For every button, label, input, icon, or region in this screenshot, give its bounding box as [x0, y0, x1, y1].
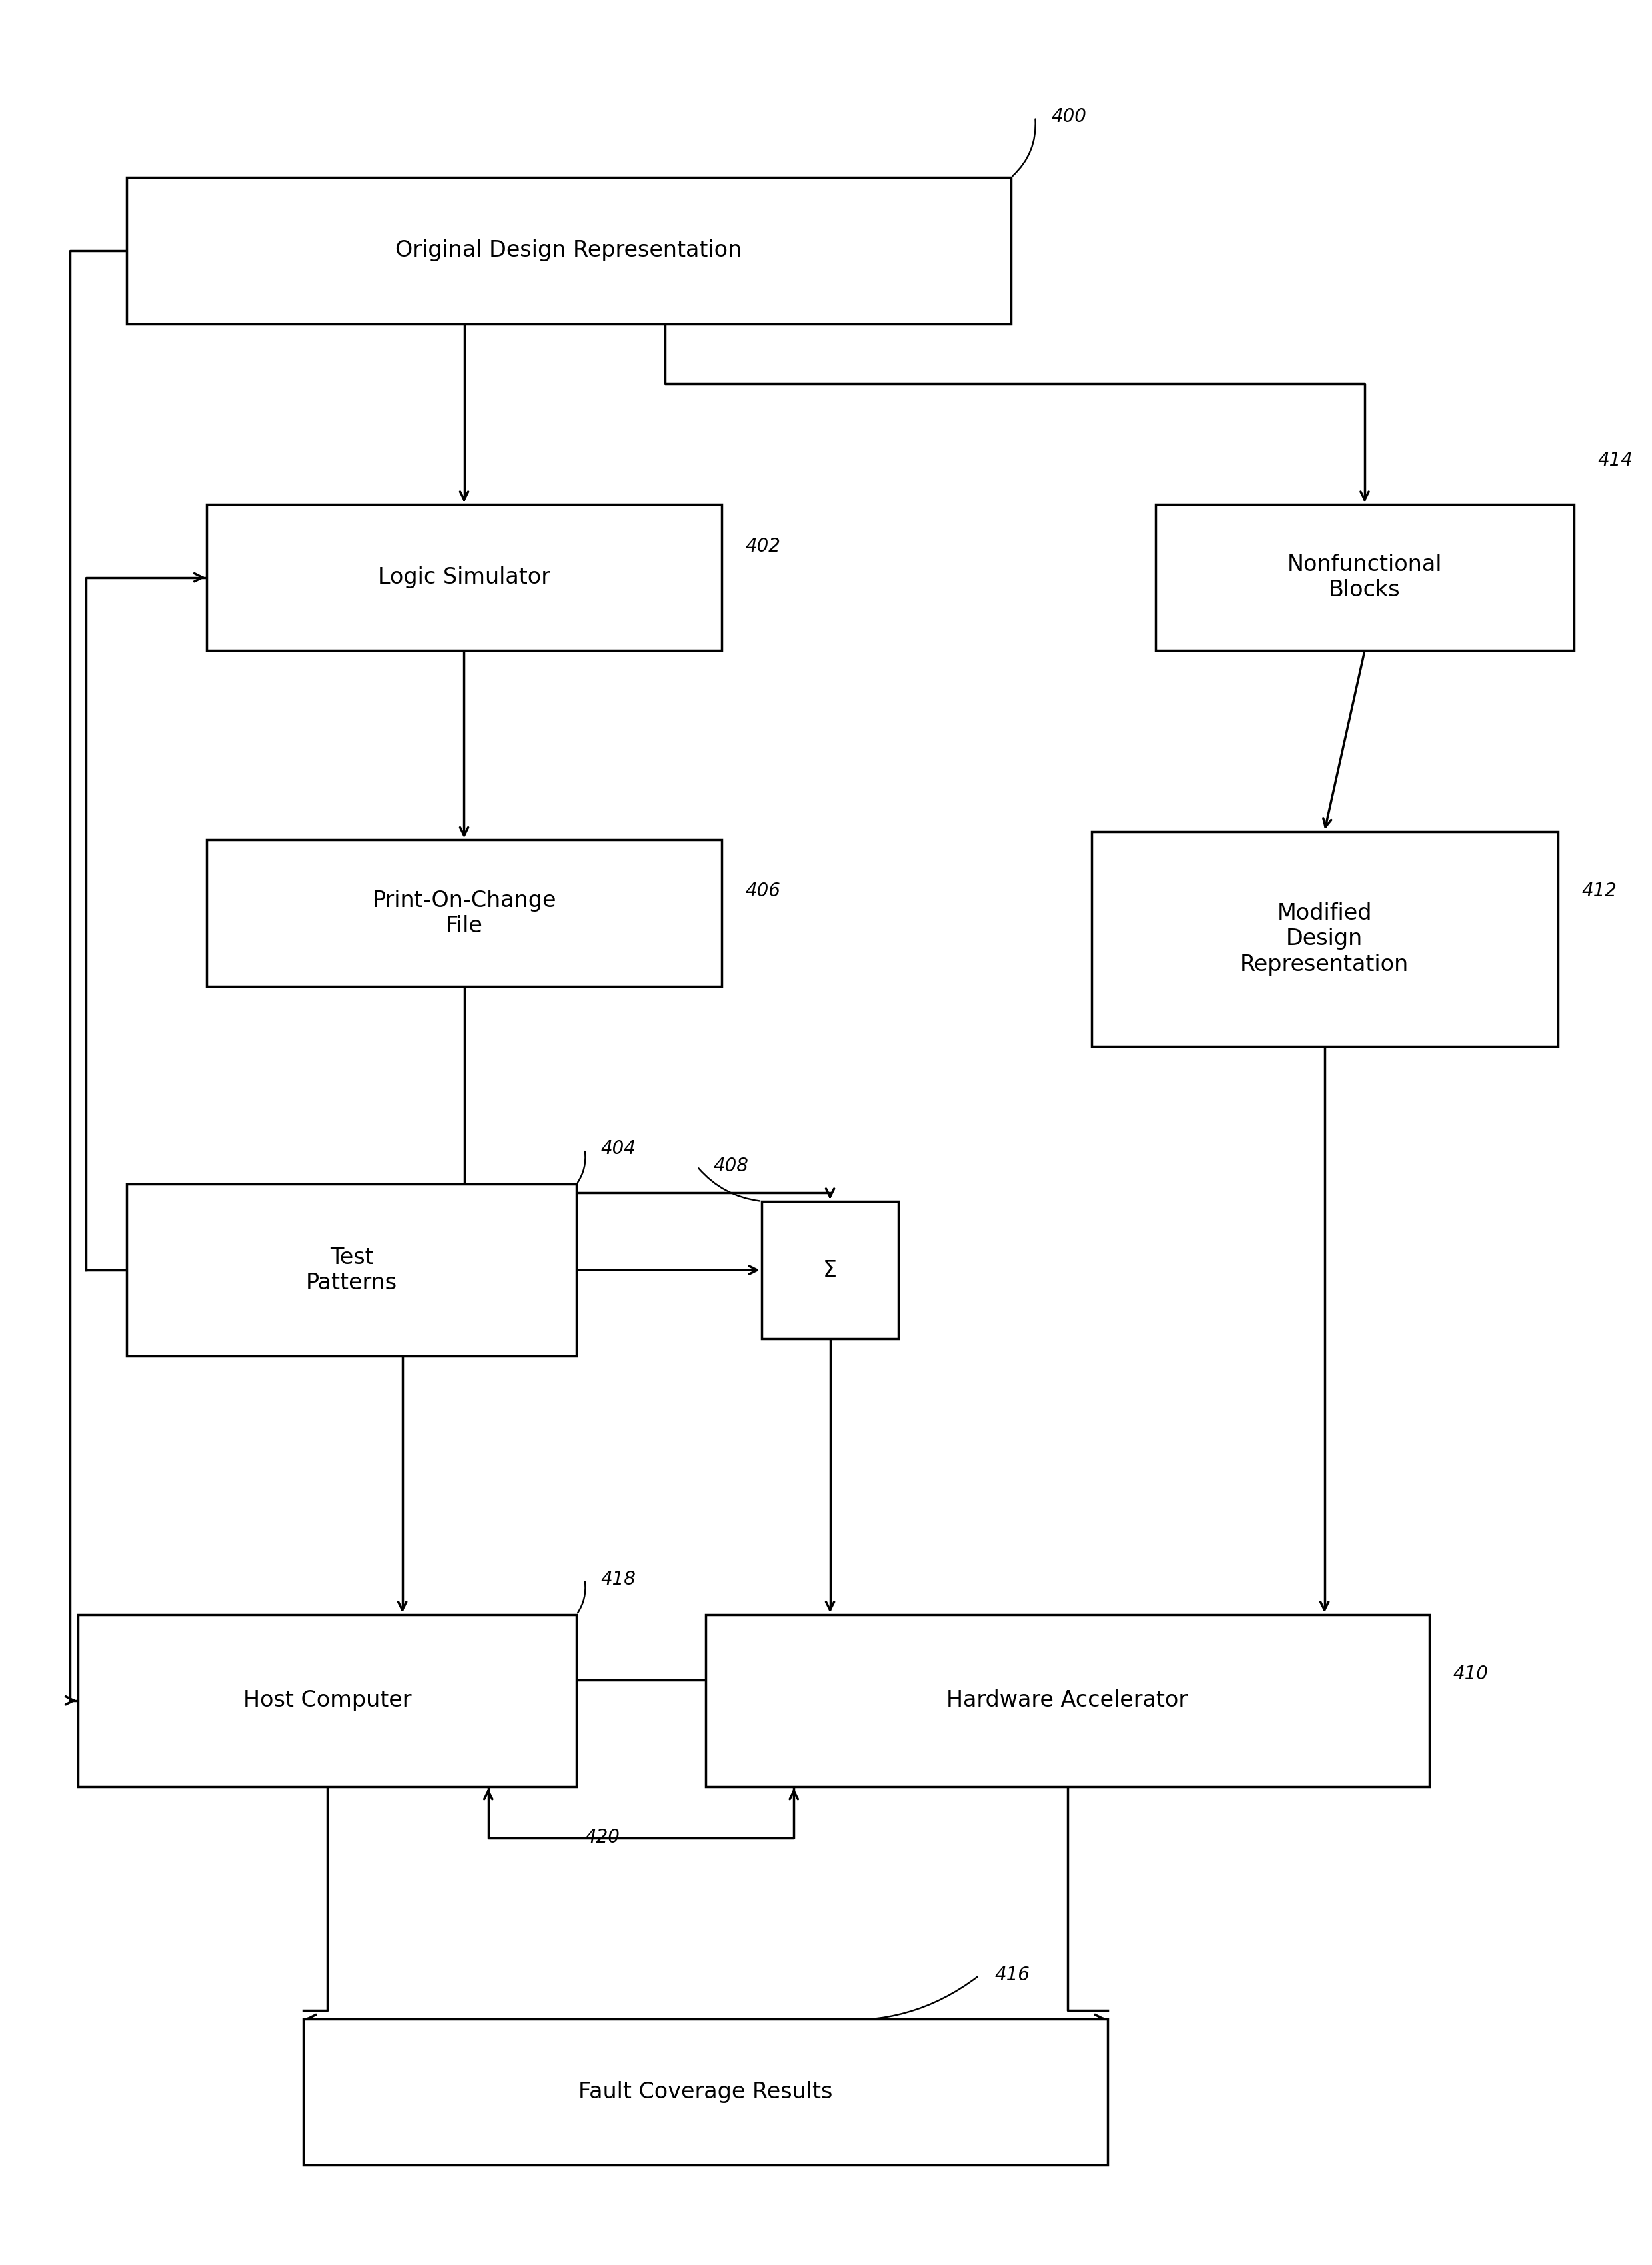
Text: 418: 418 [601, 1570, 636, 1588]
Text: 420: 420 [585, 1828, 620, 1846]
Bar [78, 1615, 577, 1787]
Bar [304, 2018, 1107, 2165]
Text: 416: 416 [995, 1966, 1031, 1984]
Text: 410: 410 [1454, 1665, 1488, 1683]
Text: Modified
Design
Representation: Modified Design Representation [1241, 901, 1409, 976]
Text: 408: 408 [714, 1157, 748, 1176]
Text: Σ: Σ [823, 1259, 838, 1282]
Text: 400: 400 [1051, 106, 1087, 127]
Text: 402: 402 [745, 537, 781, 555]
Bar [206, 840, 722, 985]
Bar [127, 1185, 577, 1357]
Bar [206, 505, 722, 650]
Text: Test
Patterns: Test Patterns [306, 1246, 396, 1293]
Text: Original Design Representation: Original Design Representation [395, 240, 742, 260]
Text: Nonfunctional
Blocks: Nonfunctional Blocks [1287, 553, 1442, 600]
Text: Fault Coverage Results: Fault Coverage Results [578, 2082, 833, 2102]
Text: Print-On-Change
File: Print-On-Change File [372, 890, 557, 938]
Text: Logic Simulator: Logic Simulator [378, 566, 550, 589]
Bar [705, 1615, 1429, 1787]
Bar [762, 1200, 899, 1339]
Text: 406: 406 [745, 881, 781, 899]
Bar [1092, 831, 1558, 1046]
Text: 414: 414 [1597, 451, 1634, 469]
Text: 412: 412 [1583, 881, 1617, 899]
Bar [1156, 505, 1574, 650]
Bar [127, 177, 1011, 324]
Text: Host Computer: Host Computer [243, 1690, 411, 1712]
Text: 404: 404 [601, 1139, 636, 1157]
Text: Hardware Accelerator: Hardware Accelerator [947, 1690, 1188, 1712]
